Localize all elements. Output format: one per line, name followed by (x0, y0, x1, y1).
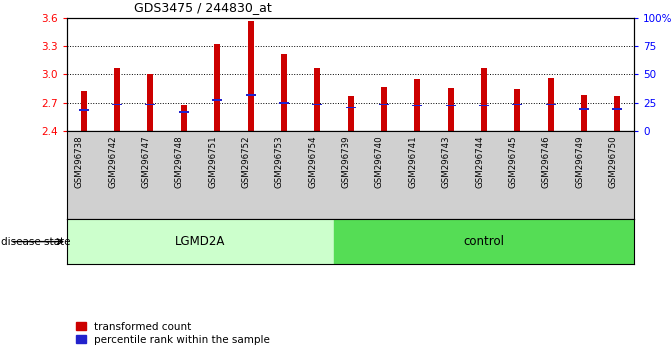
Bar (448, 88, 454, 131)
Text: GSM296752: GSM296752 (242, 135, 250, 188)
Text: GSM296745: GSM296745 (509, 135, 517, 188)
Bar (81, 91, 87, 131)
Text: GSM296742: GSM296742 (108, 135, 117, 188)
Bar (67, 219, 334, 264)
Bar (180, 104, 187, 131)
Bar (546, 104, 556, 105)
Text: GSM296744: GSM296744 (475, 135, 484, 188)
Bar (515, 90, 521, 131)
Bar (412, 105, 422, 106)
Bar (446, 105, 456, 106)
Bar (112, 104, 122, 105)
Bar (114, 68, 120, 131)
Bar (281, 53, 287, 131)
Bar (548, 78, 554, 131)
Bar (479, 105, 489, 106)
Bar (146, 104, 156, 105)
Text: GSM296754: GSM296754 (308, 135, 317, 188)
Text: disease state: disease state (1, 236, 70, 247)
Bar (481, 68, 487, 131)
Bar (148, 74, 154, 131)
Text: GSM296746: GSM296746 (541, 135, 551, 188)
Text: GSM296741: GSM296741 (408, 135, 417, 188)
Bar (513, 104, 522, 105)
Legend: transformed count, percentile rank within the sample: transformed count, percentile rank withi… (72, 317, 274, 349)
Bar (613, 108, 623, 110)
Text: GSM296740: GSM296740 (375, 135, 384, 188)
Bar (346, 107, 356, 108)
Text: GSM296743: GSM296743 (442, 135, 451, 188)
Text: control: control (464, 235, 505, 248)
Bar (312, 104, 322, 105)
Bar (79, 109, 89, 111)
Bar (248, 21, 254, 131)
Bar (581, 95, 587, 131)
Bar (314, 68, 320, 131)
Bar (381, 87, 387, 131)
Bar (212, 99, 222, 101)
Text: GSM296748: GSM296748 (175, 135, 184, 188)
Text: LGMD2A: LGMD2A (175, 235, 225, 248)
Bar (334, 219, 634, 264)
Bar (279, 102, 289, 103)
Text: GSM296739: GSM296739 (342, 135, 350, 188)
Text: GSM296751: GSM296751 (208, 135, 217, 188)
Bar (348, 96, 354, 131)
Bar (246, 94, 256, 96)
Bar (579, 108, 589, 110)
Text: GSM296753: GSM296753 (275, 135, 284, 188)
Bar (214, 44, 220, 131)
Bar (615, 96, 621, 131)
Bar (379, 104, 389, 105)
Text: GSM296738: GSM296738 (74, 135, 84, 188)
Text: GSM296750: GSM296750 (609, 135, 617, 188)
Bar (179, 111, 189, 113)
Bar (414, 79, 420, 131)
Text: GDS3475 / 244830_at: GDS3475 / 244830_at (134, 1, 272, 14)
Text: GSM296747: GSM296747 (142, 135, 150, 188)
Text: GSM296749: GSM296749 (575, 135, 584, 188)
